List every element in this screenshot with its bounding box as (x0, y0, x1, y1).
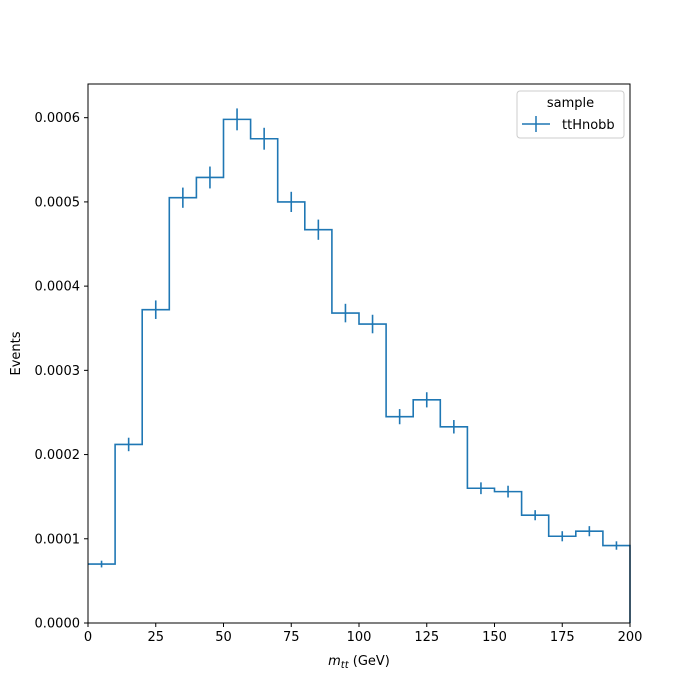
y-tick-label: 0.0003 (35, 364, 81, 379)
legend-title: sample (547, 96, 594, 111)
x-axis-label-unit: (GeV) (349, 654, 390, 669)
x-axis-label-symbol: m (328, 654, 341, 669)
legend-box (516, 90, 625, 139)
x-tick-label: 125 (414, 630, 439, 645)
x-tick-label: 0 (84, 630, 92, 645)
x-tick-label: 150 (482, 630, 507, 645)
legend-entry-label: ttHnobb (562, 118, 615, 133)
x-axis-label: mtt (GeV) (328, 654, 390, 671)
x-tick-label: 175 (550, 630, 575, 645)
x-tick-label: 25 (147, 630, 164, 645)
x-tick-label: 50 (215, 630, 232, 645)
x-axis: 0 25 50 75 100 125 150 175 200 (84, 623, 643, 645)
y-tick-label: 0.0004 (35, 280, 81, 295)
histogram-step-line (88, 118, 631, 623)
y-tick-label: 0.0005 (35, 195, 81, 210)
x-tick-label: 75 (283, 630, 300, 645)
plot-frame (87, 83, 631, 624)
y-tick-label: 0.0006 (35, 111, 81, 126)
y-axis: 0.0000 0.0001 0.0002 0.0003 0.0004 0.0005 0.00… (35, 111, 88, 632)
y-tick-label: 0.0001 (35, 532, 81, 547)
y-tick-label: 0.0000 (35, 617, 81, 632)
y-tick-label: 0.0002 (35, 448, 81, 463)
y-axis-label: Events (9, 331, 24, 375)
x-axis-label-subscript: tt (341, 660, 350, 671)
legend: sample ttHnobb (516, 90, 625, 139)
x-tick-label: 200 (618, 630, 643, 645)
plot-marks (88, 108, 631, 623)
x-tick-label: 100 (347, 630, 372, 645)
